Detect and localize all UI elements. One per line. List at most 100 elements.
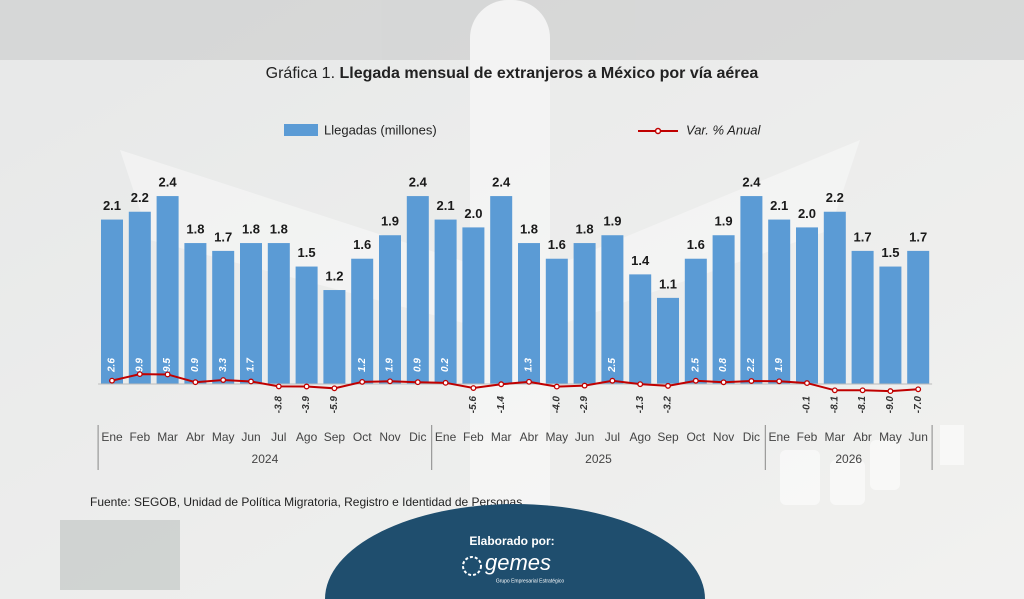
x-tick-label: May [545, 430, 568, 444]
bar [351, 258, 374, 384]
x-tick-label: Dic [409, 430, 426, 444]
line [111, 373, 919, 393]
x-tick-label: Dic [743, 430, 760, 444]
bar-value-label: 1.9 [603, 214, 621, 229]
line-value-label: -7.0 [913, 396, 924, 414]
x-tick-label: Abr [853, 430, 872, 444]
line-value-label: -8.1 [857, 396, 868, 414]
line-marker [275, 383, 282, 390]
bar-value-label: 1.9 [381, 214, 399, 229]
line-marker [665, 382, 671, 389]
bar [490, 196, 513, 384]
bar [184, 243, 207, 384]
x-tick-label: Sep [324, 430, 346, 444]
line-value-label: 1.9 [774, 358, 785, 372]
line-marker [498, 381, 505, 388]
line-marker [136, 371, 143, 378]
line-marker [609, 377, 616, 384]
bar [629, 274, 652, 384]
bar-value-label: 1.7 [909, 229, 927, 244]
logo-text: gemes [485, 550, 551, 575]
line-marker [248, 378, 254, 385]
bar [434, 219, 457, 384]
x-tick-label: Jun [241, 430, 260, 444]
line-value-label: -2.9 [579, 396, 590, 414]
legend-label: Var. % Anual [686, 122, 762, 137]
x-tick-label: Feb [463, 430, 484, 444]
bar-value-label: 2.1 [103, 198, 121, 213]
line-marker [831, 387, 838, 394]
line-marker [164, 371, 171, 378]
footer-badge [325, 504, 705, 599]
bar [768, 219, 791, 384]
group-label: 2025 [585, 452, 612, 466]
bar [740, 196, 763, 384]
bar-value-label: 1.8 [520, 221, 538, 236]
line-value-label: 2.6 [107, 358, 118, 373]
x-tick-label: Ago [296, 430, 318, 444]
bar-value-label: 2.4 [492, 175, 511, 190]
line-value-label: 1.7 [246, 358, 257, 372]
bar [601, 235, 624, 384]
bar-value-label: 2.0 [464, 206, 482, 221]
x-tick-label: Jul [271, 430, 286, 444]
line-value-label: 1.9 [385, 358, 396, 372]
line-value-label: -1.3 [635, 396, 646, 414]
bar [712, 235, 735, 384]
line-value-label: -9.0 [885, 396, 896, 414]
bar-value-label: 1.6 [687, 237, 705, 252]
chart-title: Gráfica 1. Llegada mensual de extranjero… [266, 65, 759, 82]
bar-value-label: 2.2 [131, 190, 149, 205]
line-value-label: 1.2 [357, 358, 368, 372]
bar [212, 250, 235, 384]
x-tick-label: Nov [379, 430, 400, 444]
bar-value-label: 1.7 [214, 229, 232, 244]
line-marker [720, 379, 727, 386]
line-marker [776, 378, 783, 385]
bar-value-label: 1.8 [242, 221, 260, 236]
bar [156, 196, 179, 384]
bar-value-label: 1.4 [631, 253, 650, 268]
line-marker [414, 379, 421, 386]
bar-value-label: 2.2 [826, 190, 844, 205]
x-tick-label: Abr [520, 430, 539, 444]
line-marker [442, 379, 449, 386]
x-tick-label: Ago [630, 430, 652, 444]
line-marker [303, 383, 310, 390]
x-tick-label: Jul [605, 430, 620, 444]
bar [518, 243, 540, 384]
bar [907, 250, 930, 384]
line-value-label: 2.2 [746, 358, 757, 373]
x-tick-label: Mar [491, 430, 512, 444]
line-value-label: 0.2 [440, 358, 451, 372]
bar-value-label: 2.1 [770, 198, 788, 213]
line-value-label: 0.9 [412, 358, 423, 372]
line-marker [553, 383, 560, 390]
x-tick-label: Feb [129, 430, 150, 444]
line-value-label: -1.4 [496, 396, 507, 414]
x-tick-label: May [212, 430, 235, 444]
line-marker [915, 386, 922, 393]
bar-value-label: 2.4 [409, 175, 428, 190]
bar-value-label: 1.6 [548, 237, 566, 252]
group-label: 2026 [835, 452, 862, 466]
line-value-label: -4.0 [551, 396, 562, 414]
bar [796, 227, 818, 384]
x-tick-label: Ene [101, 430, 123, 444]
x-tick-label: Mar [824, 430, 845, 444]
bar-value-label: 2.0 [798, 206, 816, 221]
line-value-label: 9.9 [134, 358, 145, 372]
legend-swatch-bar [284, 124, 318, 136]
line-marker [581, 382, 588, 389]
x-tick-label: Ene [769, 430, 791, 444]
bar-value-label: 1.7 [854, 229, 872, 244]
bar [823, 211, 846, 384]
bar-value-label: 1.9 [715, 214, 733, 229]
bar [101, 219, 123, 384]
line-marker [637, 381, 644, 388]
x-tick-label: Jun [909, 430, 928, 444]
line-value-label: -3.2 [663, 396, 674, 414]
bar-value-label: 1.5 [298, 245, 316, 260]
line-value-label: -5.9 [329, 396, 340, 414]
